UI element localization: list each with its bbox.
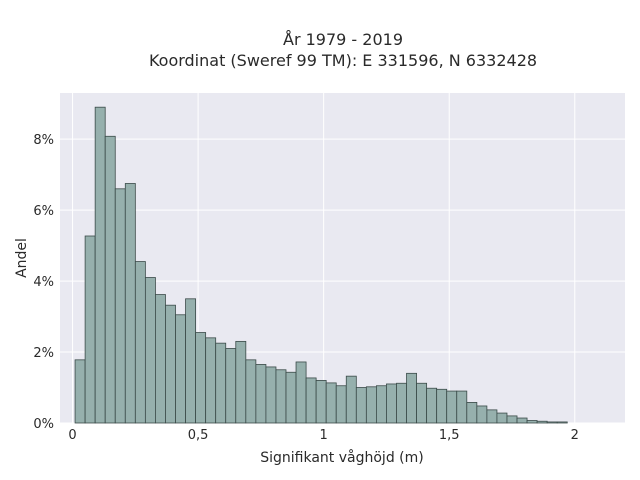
histogram-bar — [185, 298, 197, 424]
histogram-bar — [124, 183, 136, 424]
x-tick-label: 1 — [320, 428, 328, 443]
histogram-bar — [426, 387, 438, 424]
x-tick-label: 2 — [571, 428, 579, 443]
histogram-bar — [506, 415, 518, 424]
y-tick-label: 0% — [33, 417, 54, 432]
histogram-bar — [315, 380, 327, 424]
histogram-bar — [466, 402, 478, 424]
histogram-bar — [94, 106, 106, 424]
histogram-bar — [365, 386, 377, 424]
histogram-bar — [195, 332, 207, 424]
histogram-bar — [546, 421, 558, 424]
histogram-bar — [165, 304, 176, 424]
x-tick-label: 0,5 — [188, 428, 209, 443]
histogram-bar — [496, 412, 508, 424]
histogram-bar — [134, 261, 146, 424]
histogram-bar — [406, 372, 417, 424]
histogram-bar — [536, 420, 548, 424]
histogram-bar — [386, 383, 397, 424]
chart-subtitle: Koordinat (Sweref 99 TM): E 331596, N 63… — [149, 51, 537, 70]
histogram-bar — [305, 377, 317, 424]
histogram-bar — [205, 337, 217, 424]
histogram-bar — [335, 385, 347, 424]
histogram-bar — [114, 188, 126, 424]
histogram-bar — [355, 387, 367, 424]
x-axis-label: Signifikant våghöjd (m) — [260, 449, 423, 466]
histogram-bar — [175, 314, 186, 424]
x-tick-label: 0 — [68, 428, 76, 443]
histogram-bar — [345, 375, 357, 424]
histogram-bar — [275, 369, 287, 424]
histogram-bar — [446, 390, 458, 424]
histogram-bar — [486, 409, 498, 424]
histogram-bar — [215, 342, 227, 424]
histogram-bar — [155, 294, 166, 424]
chart-title: År 1979 - 2019 — [283, 30, 403, 49]
y-tick-label: 6% — [33, 204, 54, 219]
histogram-bar — [245, 359, 257, 424]
histogram-bar — [416, 382, 428, 424]
y-tick-label: 2% — [33, 346, 54, 361]
histogram-bar — [285, 371, 297, 424]
histogram-bar — [265, 366, 277, 424]
y-tick-label: 4% — [33, 275, 54, 290]
histogram-bar — [456, 390, 468, 424]
histogram-bar — [436, 388, 448, 424]
histogram-bar — [74, 359, 86, 424]
histogram-bar — [476, 405, 488, 424]
histogram-bar — [526, 420, 538, 424]
bars-group — [74, 106, 568, 424]
y-axis-label: Andel — [14, 238, 30, 278]
histogram-bar — [375, 385, 387, 424]
histogram-bar — [325, 382, 337, 424]
histogram-bar — [255, 364, 267, 424]
histogram-bar — [556, 421, 568, 424]
histogram-bar — [516, 417, 528, 424]
tick-labels: 0 0,5 1 1,5 2 0% 2% 4% 6% 8% — [33, 133, 579, 443]
histogram-bar — [396, 382, 407, 424]
y-tick-label: 8% — [33, 133, 54, 148]
histogram-bar — [225, 348, 237, 424]
histogram-bar — [144, 277, 156, 424]
histogram-bar — [295, 361, 307, 424]
histogram-bar — [84, 235, 96, 424]
histogram-bar — [104, 135, 116, 424]
histogram-bar — [235, 340, 247, 424]
x-tick-label: 1,5 — [439, 428, 460, 443]
